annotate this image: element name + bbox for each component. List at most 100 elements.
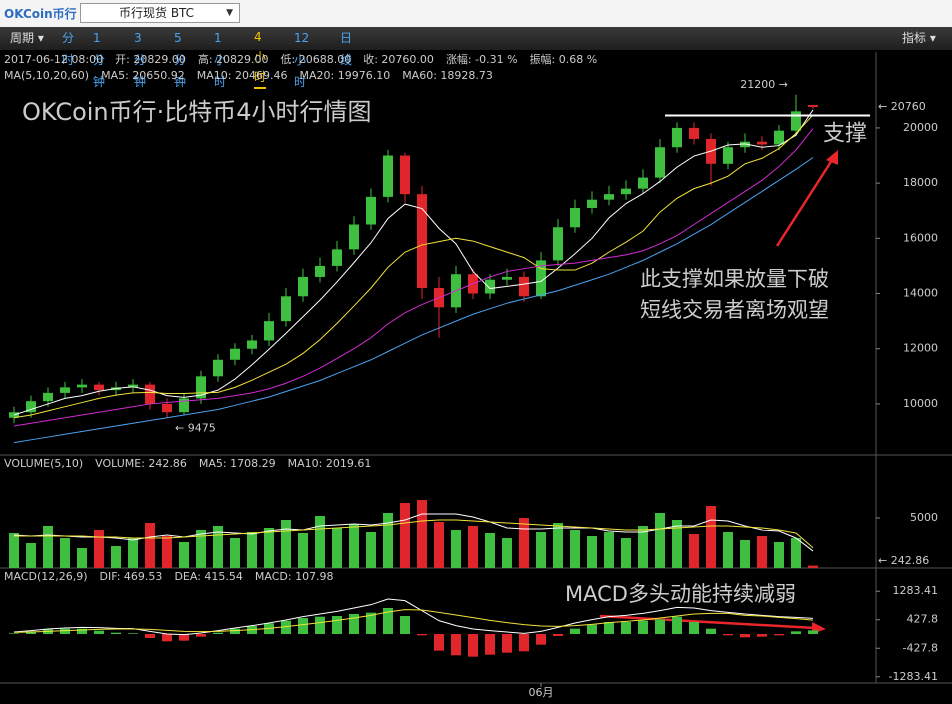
legend-entry: 低: 20688.00 [281, 53, 352, 66]
candle-body [60, 387, 70, 393]
candle-body [264, 321, 274, 341]
volume-bar [774, 542, 784, 568]
y-tick-label: 10000 [903, 397, 938, 410]
volume-bar [621, 538, 631, 568]
last-volume: ← 242.86 [878, 554, 929, 567]
candle-body [213, 359, 223, 377]
y-tick-label: 20000 [903, 121, 938, 134]
volume-bar [570, 530, 580, 568]
indicator-menu[interactable]: 指标 ▾ [902, 31, 936, 45]
period-menu[interactable]: 周期 ▾ [10, 31, 44, 45]
candle-body [502, 276, 512, 280]
candle-body [349, 224, 359, 250]
timeframe-tab[interactable]: 3分钟 [134, 31, 147, 89]
legend-entry: VOLUME(5,10) [4, 457, 83, 470]
candle-body [689, 127, 699, 139]
macd-bar [434, 634, 444, 651]
candle-body [604, 194, 614, 200]
macd-bar [536, 634, 546, 645]
candle-body [247, 340, 257, 349]
legend-entry: MACD: 107.98 [255, 570, 334, 583]
candle-body [128, 384, 138, 388]
volume-bar [808, 565, 818, 568]
timeframe-tab[interactable]: 12小时 [294, 31, 310, 89]
macd-bar [9, 633, 19, 634]
macd-bar [196, 634, 206, 637]
volume-bar [315, 516, 325, 568]
macd-bar [740, 634, 750, 638]
volume-bar [162, 536, 172, 568]
timeframe-tab[interactable]: 4小时 [254, 27, 266, 89]
macd-bar [332, 616, 342, 634]
timeframe-tab[interactable]: 日线 [340, 31, 353, 67]
annotation: MACD多头动能持续减弱 [565, 582, 796, 606]
macd-bar [808, 630, 818, 634]
macd-bar [230, 628, 240, 634]
annotation: 短线交易者离场观望 [640, 298, 829, 322]
ma-line [13, 157, 814, 444]
candle-body [26, 401, 36, 413]
macd-bar [706, 628, 716, 634]
volume-bar [26, 543, 36, 568]
y-tick-label: -1283.41 [889, 670, 938, 683]
logo[interactable]: OKCoin币行 [4, 7, 77, 21]
volume-bar [77, 548, 87, 568]
volume-bar [43, 526, 53, 568]
candle-body [383, 155, 393, 197]
timeframe-tab[interactable]: 1分钟 [93, 31, 106, 89]
macd-bar [26, 631, 36, 634]
timeframe-tab[interactable]: 1小时 [214, 31, 227, 89]
macd-bar [417, 634, 427, 636]
macd-bar [451, 634, 461, 656]
candle-body [485, 279, 495, 294]
volume-bar [94, 530, 104, 568]
volume-bar [757, 536, 767, 568]
macd-bar [128, 633, 138, 634]
volume-bar [723, 532, 733, 568]
volume-bar [111, 546, 121, 568]
candle-body [536, 260, 546, 297]
timeframe-tab[interactable]: 分时 [62, 31, 75, 67]
volume-bar [740, 540, 750, 568]
legend-entry: MA(5,10,20,60) [4, 69, 89, 82]
legend-entry: VOLUME: 242.86 [95, 457, 187, 470]
ma-line [14, 519, 814, 549]
volume-bar [706, 506, 716, 568]
volume-bar [638, 526, 648, 568]
volume-bar [60, 538, 70, 568]
timeframe-tab[interactable]: 5分钟 [174, 31, 187, 89]
candle-body [332, 249, 342, 266]
candle-body [553, 227, 563, 261]
candle-body [179, 398, 189, 413]
ma-line [13, 609, 814, 633]
macd-bar [77, 628, 87, 634]
candle-body [196, 376, 206, 399]
y-tick-label: 16000 [903, 231, 938, 244]
last-price: ← 20760 [878, 100, 926, 113]
macd-bar [655, 619, 665, 634]
legend-entry: 2017-06-12 08:00 [4, 53, 103, 66]
macd-bar [179, 634, 189, 641]
volume-bar [383, 513, 393, 568]
legend-entry: 振幅: 0.68 % [530, 52, 598, 66]
max-marker: 21200 → [740, 78, 788, 91]
legend-entry: MA60: 18928.73 [402, 69, 493, 82]
legend-entry: MA10: 2019.61 [288, 457, 372, 470]
legend-entry: MA20: 19976.10 [299, 69, 390, 82]
arrow-head [826, 150, 838, 165]
volume-bar [179, 542, 189, 568]
candle-body [230, 348, 240, 360]
candle-body [638, 177, 648, 189]
candle-body [519, 276, 529, 297]
volume-bar [247, 532, 257, 568]
macd-bar [213, 632, 223, 634]
y-tick-label: 1283.41 [893, 584, 939, 597]
macd-bar [485, 634, 495, 655]
volume-bar [298, 533, 308, 568]
market-select[interactable]: 币行现货 BTC ▼ [80, 3, 240, 23]
macd-bar [604, 622, 614, 634]
candle-body [94, 384, 104, 391]
volume-bar [9, 533, 19, 568]
y-tick-label: 5000 [910, 511, 938, 524]
macd-bar [621, 622, 631, 634]
